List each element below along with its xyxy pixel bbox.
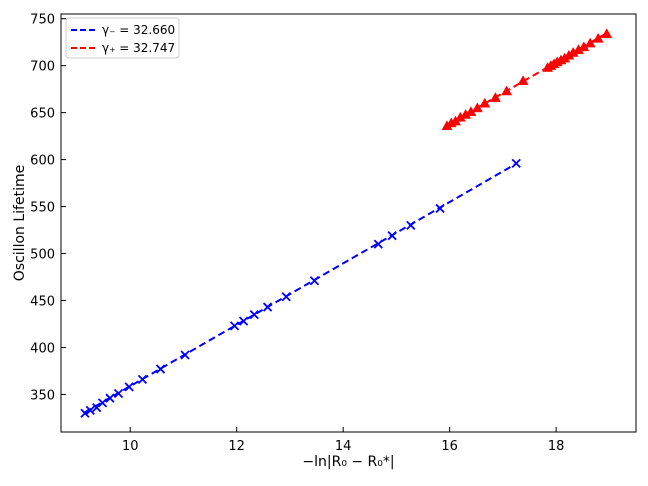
y-tick-label: 700 <box>30 60 55 75</box>
data-point-gamma-plus <box>479 97 491 108</box>
data-point-gamma-plus <box>490 92 501 102</box>
data-point-gamma-minus <box>387 231 397 241</box>
fit-line-gamma-minus <box>84 162 517 414</box>
data-point-gamma-minus <box>511 158 521 168</box>
y-tick-label: 450 <box>30 294 55 309</box>
data-point-gamma-minus <box>113 388 124 399</box>
y-tick-label: 400 <box>30 341 55 356</box>
legend-label-gamma-plus: γ₊ = 32.747 <box>102 41 175 55</box>
x-tick-label: 14 <box>335 439 352 454</box>
data-markers <box>80 28 613 418</box>
data-point-gamma-minus <box>124 382 134 392</box>
legend: γ₋ = 32.660 γ₊ = 32.747 <box>65 17 180 59</box>
y-tick-label: 600 <box>30 154 55 169</box>
data-point-gamma-minus <box>373 239 383 249</box>
data-point-gamma-minus <box>281 292 291 302</box>
y-tick-label: 350 <box>30 388 55 403</box>
data-point-gamma-minus <box>105 393 115 403</box>
data-point-gamma-plus <box>501 85 513 96</box>
data-point-gamma-minus <box>229 321 240 331</box>
data-point-gamma-minus <box>238 316 249 326</box>
data-point-gamma-minus <box>435 203 445 214</box>
data-point-gamma-plus <box>584 37 596 48</box>
y-axis-label: Oscillon Lifetime <box>12 165 28 281</box>
data-point-gamma-minus <box>155 364 166 374</box>
axis-ticks: 10 12 14 16 18 350 400 450 500 550 600 650 700 750 <box>30 13 564 454</box>
fit-lines <box>84 32 608 414</box>
data-point-gamma-minus <box>85 405 95 416</box>
data-point-gamma-minus <box>80 408 90 418</box>
x-tick-label: 18 <box>548 439 565 454</box>
data-point-gamma-plus <box>592 32 604 43</box>
data-point-gamma-minus <box>262 302 273 312</box>
data-point-gamma-minus <box>406 220 416 230</box>
y-tick-label: 500 <box>30 248 55 263</box>
data-point-gamma-minus <box>137 374 148 385</box>
y-tick-label: 650 <box>30 107 55 122</box>
data-point-gamma-minus <box>180 350 190 360</box>
data-point-gamma-plus <box>601 28 613 38</box>
legend-label-gamma-minus: γ₋ = 32.660 <box>102 23 175 37</box>
x-tick-label: 16 <box>441 439 458 454</box>
data-point-gamma-plus <box>517 75 529 85</box>
data-point-gamma-minus <box>97 398 108 408</box>
x-tick-label: 10 <box>122 439 139 454</box>
x-tick-label: 12 <box>228 439 245 454</box>
plot-frame <box>60 13 637 433</box>
fit-line-gamma-plus <box>446 32 608 127</box>
data-point-gamma-minus <box>249 309 259 320</box>
y-tick-label: 750 <box>30 13 55 28</box>
y-tick-label: 550 <box>30 201 55 216</box>
x-axis-label: −ln|R₀ − R₀*| <box>302 454 394 470</box>
data-point-gamma-minus <box>309 276 320 286</box>
